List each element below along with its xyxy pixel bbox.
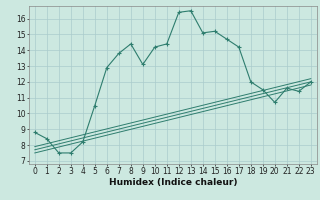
X-axis label: Humidex (Indice chaleur): Humidex (Indice chaleur) xyxy=(108,178,237,187)
